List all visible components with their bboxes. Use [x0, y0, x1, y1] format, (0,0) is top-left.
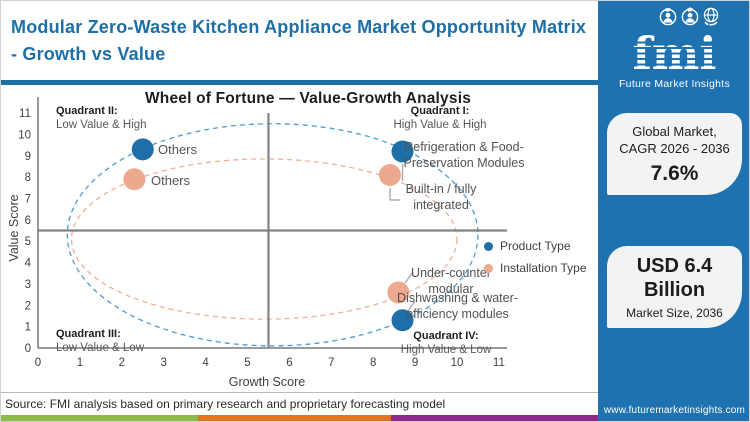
- chart-legend: Product Type Installation Type: [484, 235, 587, 279]
- wheel-ellipse-0: [66, 123, 479, 347]
- source-row: Source: FMI analysis based on primary re…: [1, 392, 598, 415]
- quadrant-3-label: Quadrant III: Low Value & Low: [56, 328, 144, 355]
- point-label-dishwashing-modules: Dishwashing & water-efficiency modules: [397, 291, 518, 321]
- quadrant-1-desc: High Value & High: [393, 118, 487, 131]
- source-note: Source: FMI analysis based on primary re…: [5, 397, 446, 411]
- label-leader-line: [404, 271, 414, 284]
- data-point-s0-1: [391, 140, 414, 163]
- label-leader-line: [407, 300, 416, 312]
- brand-sidebar: fmi Future Market Insights Global Market…: [598, 1, 749, 421]
- quadrant-1-name: Quadrant I:: [410, 105, 470, 117]
- point-label-refrigeration-modules: Refrigeration & Food-Preservation Module…: [403, 140, 525, 170]
- y-tick-label: 7: [25, 193, 31, 205]
- y-tick-label: 1: [25, 322, 31, 334]
- person-map-icon: [659, 7, 676, 26]
- quadrant-2-desc: Low Value & High: [56, 118, 147, 131]
- x-axis-title: Growth Score: [228, 375, 306, 389]
- quadrant-2-label: Quadrant II: Low Value & High: [56, 105, 147, 132]
- logo-people-globe-icons: [659, 7, 718, 26]
- legend-item-product-type: Product Type: [484, 235, 587, 257]
- data-point-s1-0: [123, 168, 146, 191]
- footer-bar-green: [1, 415, 198, 421]
- quadrant-1-label: Quadrant I: High Value & High: [389, 105, 491, 132]
- y-tick-label: 2: [25, 300, 31, 312]
- x-tick-label: 1: [77, 357, 83, 369]
- point-label-built-in-integrated: Built-in / fully integrated: [405, 182, 477, 212]
- data-point-s0-0: [131, 138, 154, 161]
- x-tick-label: 3: [160, 357, 166, 369]
- quadrant-4-desc: High Value & Low: [400, 343, 492, 356]
- legend-dot-installation-type: [484, 263, 493, 273]
- y-tick-label: 9: [25, 151, 31, 163]
- x-tick-label: 8: [370, 357, 376, 369]
- x-tick-label: 7: [328, 357, 334, 369]
- website-link[interactable]: www.futuremarketinsights.com: [603, 405, 746, 416]
- market-size-card: USD 6.4 Billion Market Size, 2036: [607, 246, 742, 328]
- logo-tagline: Future Market Insights: [618, 78, 731, 90]
- market-size-value-line2: Billion: [643, 279, 706, 301]
- y-axis-title: Value Score: [7, 194, 21, 262]
- point-label-others-installation: Others: [151, 173, 191, 188]
- x-tick-label: 4: [202, 357, 209, 369]
- y-tick-label: 10: [18, 129, 31, 141]
- x-tick-label: 11: [493, 357, 505, 369]
- y-tick-label: 6: [25, 215, 31, 227]
- page-title: Modular Zero-Waste Kitchen Appliance Mar…: [11, 17, 587, 64]
- quadrant-4-label: Quadrant IV: High Value & Low: [396, 330, 496, 357]
- x-tick-label: 2: [119, 357, 125, 369]
- y-tick-label: 0: [25, 343, 31, 355]
- chart-title: Wheel of Fortune — Value-Growth Analysis: [144, 90, 472, 107]
- data-point-s1-1: [378, 163, 401, 186]
- quadrant-4-name: Quadrant IV:: [413, 330, 479, 342]
- wheel-ellipse-1: [70, 158, 458, 320]
- quadrant-2-name: Quadrant II:: [56, 105, 118, 117]
- legend-label-product-type: Product Type: [500, 239, 571, 253]
- cagr-card-line1: Global Market,: [632, 123, 717, 139]
- legend-dot-product-type: [484, 241, 493, 251]
- data-point-s1-2: [387, 281, 410, 304]
- footer-bar-purple: [391, 415, 598, 421]
- quadrant-3-name: Quadrant III:: [56, 328, 121, 340]
- market-size-value-line1: USD 6.4: [636, 255, 713, 277]
- y-tick-label: 8: [25, 172, 31, 184]
- point-label-others-product: Others: [158, 142, 198, 157]
- title-underline: [1, 80, 598, 85]
- cagr-card: Global Market, CAGR 2026 - 2036 7.6%: [607, 113, 742, 195]
- x-tick-label: 10: [451, 357, 464, 369]
- globe-icon: [703, 7, 718, 26]
- x-tick-label: 9: [412, 357, 418, 369]
- footer-bar-orange: [198, 415, 391, 421]
- y-tick-label: 4: [25, 258, 32, 270]
- cagr-value: 7.6%: [650, 161, 699, 185]
- legend-label-installation-type: Installation Type: [500, 261, 587, 275]
- x-tick-label: 5: [244, 357, 250, 369]
- scatter-plot: 0 1 2 3 4 5 6 7 8 9 10 11 0 1 2 3 4 5 6 7 8 9 10 11: [18, 97, 507, 369]
- fmi-logo: fmi Future Market Insights: [598, 6, 749, 90]
- legend-item-installation-type: Installation Type: [484, 257, 587, 279]
- y-tick-label: 11: [19, 108, 31, 120]
- cagr-card-line2: CAGR 2026 - 2036: [619, 140, 730, 156]
- x-tick-label: 0: [35, 357, 41, 369]
- y-tick-label: 5: [25, 236, 31, 248]
- y-tick-label: 3: [25, 279, 31, 291]
- point-label-under-counter-modular: Under-counter modular: [411, 266, 491, 296]
- logo-word: fmi: [630, 27, 719, 80]
- market-size-caption: Market Size, 2036: [626, 306, 723, 320]
- person-globe-icon: [681, 7, 698, 26]
- quadrant-3-desc: Low Value & Low: [56, 341, 145, 354]
- x-tick-label: 6: [286, 357, 292, 369]
- data-point-s0-2: [391, 309, 414, 332]
